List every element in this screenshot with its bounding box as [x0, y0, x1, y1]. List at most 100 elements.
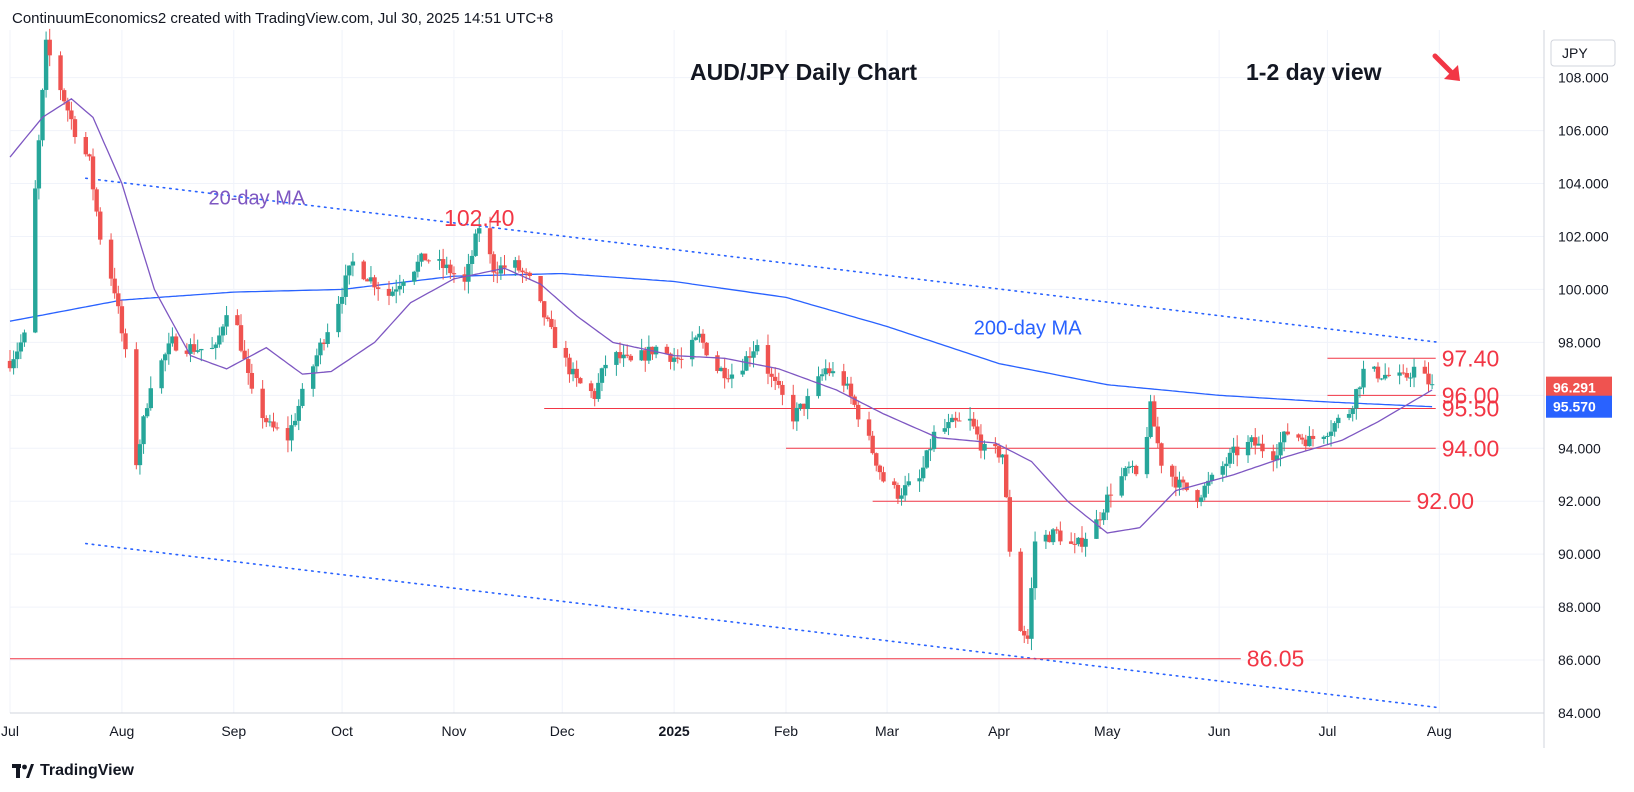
candle-body [1235, 446, 1240, 456]
candle-body [213, 344, 218, 348]
candle-body [1401, 372, 1406, 374]
candle-body [722, 367, 727, 379]
candle-body [235, 315, 240, 326]
x-tick-label: Nov [442, 723, 467, 739]
candle-body [1274, 455, 1280, 461]
candle-body [967, 418, 973, 421]
candle-body [310, 366, 316, 389]
x-tick-label: Jul [1, 723, 19, 739]
candle-body [1422, 366, 1428, 374]
candle-body [502, 265, 507, 268]
candle-body [527, 272, 532, 276]
candle-body [1408, 377, 1413, 379]
candle-body [1336, 417, 1341, 424]
candle-body [47, 39, 52, 56]
candle-body [1180, 479, 1186, 483]
candle-body [87, 154, 92, 157]
candle-body [628, 355, 634, 361]
candle-body [365, 279, 370, 282]
candle-body [397, 285, 403, 290]
candle-body [805, 396, 810, 410]
candle-body [538, 275, 543, 302]
candle-body [664, 346, 670, 354]
candle-body [375, 287, 381, 289]
price-axis[interactable]: 84.00086.00088.00090.00092.00094.00096.0… [1558, 70, 1609, 721]
y-tick-label: 84.000 [1558, 705, 1601, 721]
candle-body [892, 481, 897, 486]
candle-body [217, 335, 222, 345]
candle-body [975, 426, 980, 435]
candle-body [166, 343, 172, 355]
candle-body [1083, 538, 1088, 547]
time-axis[interactable]: Jul Aug Sep Oct Nov Dec 2025 Feb Mar Apr May Jun Jul… [1, 723, 1452, 739]
y-tick-label: 86.000 [1558, 652, 1601, 668]
candle-body [776, 380, 782, 385]
candle-body [996, 446, 1002, 458]
candle-body [1299, 437, 1305, 440]
candle-body [469, 255, 475, 264]
candle-body [437, 259, 442, 261]
candle-body [1350, 408, 1355, 414]
candle-body [43, 39, 49, 90]
candle-body [1072, 543, 1077, 545]
brand-label: TradingView [40, 762, 134, 779]
candle-body [1029, 588, 1034, 639]
candle-body [740, 370, 745, 375]
candle-body [419, 253, 424, 262]
candle-body [982, 443, 987, 451]
trendline-layer [84, 177, 1441, 709]
y-tick-label: 94.000 [1558, 440, 1601, 456]
candle-body [700, 333, 706, 343]
candle-body [271, 421, 276, 428]
candle-body [689, 339, 695, 360]
candle-body [1382, 374, 1388, 379]
candle-body [123, 333, 128, 350]
candle-body [1372, 366, 1377, 369]
candle-body [491, 254, 496, 273]
candle-body [942, 428, 948, 432]
candle-body [1198, 497, 1204, 502]
candle-body [173, 336, 179, 351]
candle-body [679, 358, 684, 360]
candle-body [704, 342, 709, 356]
candle-body [325, 332, 330, 344]
y-tick-label: 104.000 [1558, 176, 1609, 192]
level-label: 92.00 [1416, 488, 1474, 514]
candle-body [1224, 463, 1229, 467]
candle-body [877, 465, 883, 473]
candle-body [726, 378, 731, 380]
candle-body [646, 346, 652, 361]
x-tick-label: 2025 [659, 723, 690, 739]
currency-badge: JPY [1550, 39, 1616, 67]
candle-body [350, 261, 356, 266]
ma20-line [9, 97, 1433, 534]
candle-body [1108, 494, 1114, 496]
ma200-badge: 95.570 [1553, 399, 1596, 415]
candle-body [170, 336, 175, 344]
candle-body [451, 273, 457, 275]
candle-body [83, 137, 88, 155]
candle-body [1148, 401, 1153, 437]
candle-body [1278, 442, 1283, 456]
tradingview-brand[interactable]: TradingView [12, 762, 134, 780]
candle-body [61, 90, 67, 102]
candle-body [1054, 529, 1059, 531]
ma20-layer [9, 97, 1433, 534]
candle-body [249, 372, 255, 389]
candle-body [473, 233, 478, 256]
candle-body [1271, 451, 1276, 461]
candles [7, 28, 1435, 651]
y-tick-label: 100.000 [1558, 281, 1609, 297]
candle-body [195, 350, 200, 352]
candle-body [72, 119, 78, 138]
candle-body [993, 443, 998, 447]
candle-body [870, 435, 875, 454]
candle-body [541, 301, 547, 318]
candle-body [264, 418, 269, 423]
price-badges: 96.291 95.570 [1546, 376, 1612, 418]
candle-body [1307, 435, 1312, 447]
candle-body [1068, 541, 1074, 544]
candle-body [769, 373, 774, 377]
candle-body [1025, 635, 1031, 639]
